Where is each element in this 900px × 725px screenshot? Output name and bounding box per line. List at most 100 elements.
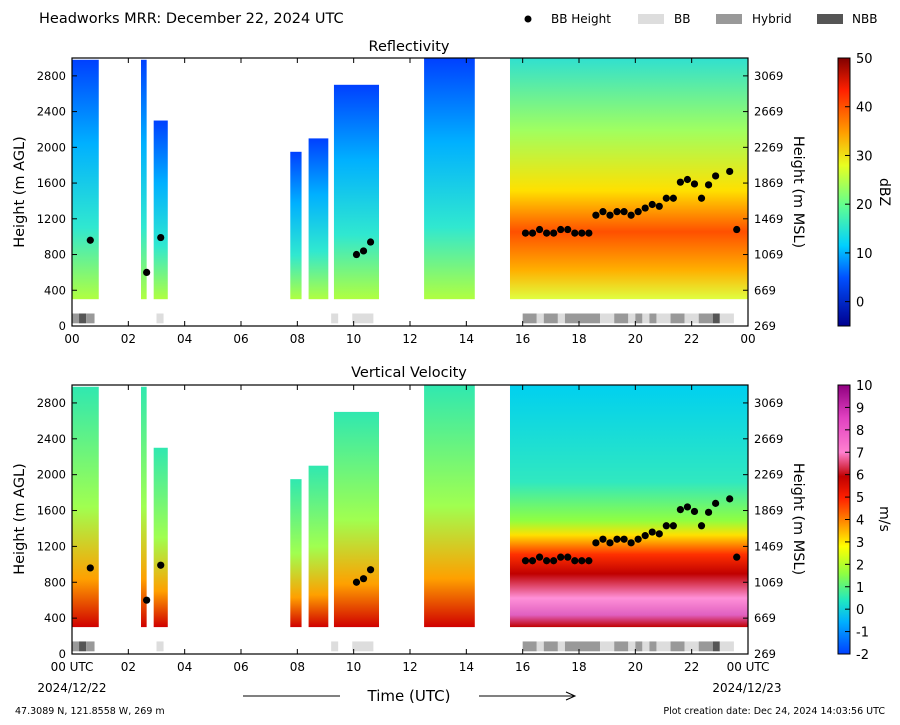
vertical-velocity-bb-segment — [642, 641, 650, 652]
reflectivity-colorbar-tick-label: 0 — [856, 296, 864, 311]
vertical-velocity-bb-height-point — [613, 535, 621, 543]
reflectivity-y-tick-label: 2400 — [37, 105, 66, 119]
reflectivity-bb-segment — [698, 313, 713, 324]
vertical-velocity-echo — [72, 385, 748, 628]
reflectivity-y2-tick-label: 3069 — [754, 69, 783, 83]
vertical-velocity-y-tick-label: 0 — [59, 647, 66, 661]
vertical-velocity-colorbar-tick-label: 4 — [856, 514, 864, 529]
reflectivity-echo-region — [290, 151, 302, 300]
vertical-velocity-bb-height-point — [571, 557, 579, 565]
reflectivity-bb-height-point — [683, 175, 692, 184]
reflectivity-y-tick-label: 0 — [59, 319, 66, 333]
reflectivity-bb-height-point — [528, 229, 537, 237]
reflectivity-bb-type-strip — [72, 313, 734, 324]
vertical-velocity-bb-height-point — [86, 564, 94, 572]
vertical-velocity-bb-segment — [649, 641, 657, 652]
vertical-velocity-bb-height-point — [585, 557, 593, 565]
reflectivity-echo-region — [72, 59, 99, 300]
legend: BB Height BB Hybrid NBB — [524, 12, 877, 26]
vertical-velocity-bb-height-point — [620, 535, 628, 543]
vertical-velocity-bb-height-point — [697, 522, 706, 530]
vertical-velocity-title: Vertical Velocity — [351, 365, 467, 381]
vertical-velocity-colorbar-tick-label: 3 — [856, 536, 864, 551]
vertical-velocity-echo-region — [509, 385, 748, 628]
reflectivity-y2-tick-label: 1069 — [754, 248, 783, 262]
reflectivity-echo-region — [153, 120, 168, 300]
reflectivity-bb-segment — [86, 313, 95, 324]
reflectivity-bb-segment — [557, 313, 565, 324]
reflectivity-bb-segment — [628, 313, 636, 324]
dbz-colorbar: 0 10 20 30 40 50 dBZ — [837, 52, 892, 327]
reflectivity-bb-segment — [522, 313, 537, 324]
legend-bb-label: BB — [674, 12, 690, 26]
vertical-velocity-bb-height-point — [627, 539, 635, 547]
reflectivity-bb-segment — [719, 313, 734, 324]
vertical-velocity-bb-segment — [557, 641, 565, 652]
reflectivity-bb-height-point — [641, 204, 649, 212]
vertical-velocity-colorbar-tick-label: 9 — [856, 401, 864, 416]
vertical-velocity-x-tick-label: 06 — [233, 660, 248, 674]
vertical-velocity-bb-height-point — [143, 596, 151, 604]
vertical-velocity-bb-height-point — [550, 557, 558, 565]
vertical-velocity-bb-segment — [614, 641, 629, 652]
reflectivity-bb-height-point — [550, 229, 558, 237]
vertical-velocity-colorbar-tick-label: 5 — [856, 491, 864, 506]
reflectivity-y2-tick-label: 669 — [754, 283, 776, 297]
reflectivity-y2-tick-label: 2269 — [754, 140, 783, 154]
reflectivity-echo-region — [333, 84, 380, 300]
reflectivity-bb-height-point — [648, 200, 656, 209]
reflectivity-bb-segment — [656, 313, 671, 324]
vertical-velocity-bb-segment — [698, 641, 713, 652]
end-date-label: 2024/12/23 — [712, 681, 781, 695]
vertical-velocity-bb-segment — [86, 641, 95, 652]
time-xlabel: Time (UTC) — [367, 687, 451, 705]
vertical-velocity-colorbar-tick-label: 0 — [856, 603, 864, 618]
legend-hybrid-patch — [716, 14, 742, 24]
reflectivity-bb-height-point — [571, 229, 579, 237]
vertical-velocity-ylabel: Height (m AGL) — [12, 463, 28, 575]
reflectivity-x-tick-label: 08 — [290, 332, 305, 346]
reflectivity-bb-height-point — [585, 229, 593, 237]
vertical-velocity-colorbar-tick-label: 10 — [856, 379, 873, 394]
vertical-velocity-bb-segment — [536, 641, 544, 652]
reflectivity-y-tick-label: 400 — [44, 283, 66, 297]
reflectivity-ylabel: Height (m AGL) — [12, 136, 28, 248]
reflectivity-colorbar-tick-label: 40 — [856, 101, 873, 116]
velocity-colorbar: -2 -1 0 1 2 3 4 5 6 7 8 9 10 m/s — [837, 379, 892, 663]
reflectivity-bb-height-point — [543, 229, 551, 237]
reflectivity-echo — [72, 58, 748, 300]
reflectivity-bb-height-point — [613, 208, 621, 216]
reflectivity-x-tick-label: 20 — [628, 332, 643, 346]
vertical-velocity-bb-height-point — [634, 535, 642, 543]
vertical-velocity-y2-tick-label: 1869 — [754, 504, 783, 518]
reflectivity-x-tick-label: 00 — [740, 332, 755, 346]
reflectivity-echo-region — [308, 138, 329, 300]
vertical-velocity-bb-segment — [712, 641, 720, 652]
vertical-velocity-bb-segment — [72, 641, 80, 652]
reflectivity-x-tick-label: 18 — [571, 332, 586, 346]
vertical-velocity-bb-height-point — [712, 499, 720, 507]
vertical-velocity-y-tick-label: 800 — [44, 575, 66, 589]
vertical-velocity-y2label: Height (m MSL) — [790, 463, 806, 575]
vertical-velocity-bb-segment — [684, 641, 699, 652]
reflectivity-x-tick-label: 02 — [121, 332, 136, 346]
reflectivity-colorbar-tick-label: 20 — [856, 198, 873, 213]
vertical-velocity-bb-segment — [522, 641, 537, 652]
reflectivity-bb-height-point — [655, 202, 663, 210]
reflectivity-x-tick-label: 00 — [64, 332, 79, 346]
vertical-velocity-bb-height-point — [359, 575, 368, 583]
reflectivity-bb-height-point — [352, 250, 361, 259]
reflectivity-bb-segment — [72, 313, 80, 324]
reflectivity-x-tick-label: 14 — [459, 332, 474, 346]
vertical-velocity-echo-region — [153, 447, 168, 628]
reflectivity-bb-height-point — [366, 238, 375, 246]
reflectivity-x-tick-label: 12 — [402, 332, 417, 346]
vertical-velocity-y-tick-label: 1200 — [37, 539, 66, 553]
vertical-velocity-bb-height-point — [704, 508, 713, 516]
vertical-velocity-bb-height-point — [535, 553, 544, 561]
reflectivity-bb-height-point — [712, 172, 720, 180]
legend-hybrid-label: Hybrid — [752, 12, 792, 26]
reflectivity-x-tick-label: 06 — [233, 332, 248, 346]
vertical-velocity-bb-segment — [719, 641, 734, 652]
reflectivity-bb-segment — [684, 313, 699, 324]
